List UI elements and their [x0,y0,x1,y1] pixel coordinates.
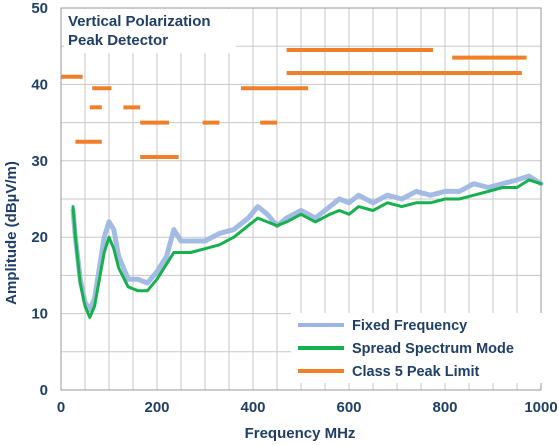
legend-label-limit: Class 5 Peak Limit [352,364,480,380]
y-axis-label: Amplitude (dBµV/m) [3,161,20,305]
x-tick-label: 400 [240,399,265,416]
legend-label-spread: Spread Spectrum Mode [352,341,514,357]
legend-label-fixed: Fixed Frequency [352,318,467,334]
chart-subtitle: Peak Detector [68,32,168,49]
limit-segments [61,48,527,159]
y-tick-label: 0 [40,382,48,399]
y-tick-label: 50 [31,0,48,17]
y-tick-label: 30 [31,153,48,170]
x-tick-label: 800 [432,399,457,416]
series-spread-spectrum [71,178,543,319]
x-tick-label: 200 [144,399,169,416]
x-tick-label: 600 [336,399,361,416]
x-tick-label: 1000 [524,399,557,416]
data-series [70,173,544,319]
legend: Fixed Frequency Spread Spectrum Mode Cla… [291,313,542,383]
y-tick-label: 20 [31,229,48,246]
chart-title: Vertical Polarization Peak Detector [64,9,236,53]
chart-title-line1: Vertical Polarization [68,13,211,30]
x-tick-label: 0 [57,399,65,416]
tick-labels: 0 200 400 600 800 1000 0 10 20 30 40 50 [31,0,557,416]
y-tick-label: 10 [31,306,48,323]
series-fixed-frequency [70,173,544,313]
plot-area-frame [60,7,542,391]
y-tick-label: 40 [31,76,48,93]
x-axis-label: Frequency MHz [245,425,356,442]
